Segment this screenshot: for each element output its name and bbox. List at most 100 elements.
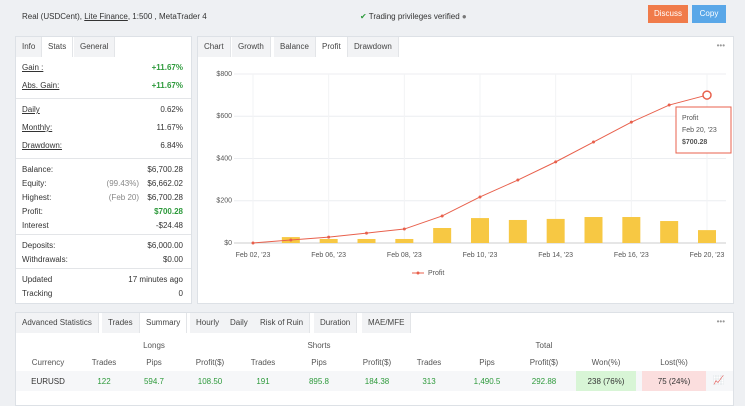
- table-cell: 292.88: [531, 377, 557, 386]
- check-icon: ✔: [360, 12, 367, 21]
- point: [289, 238, 293, 242]
- table-cell: 122: [97, 377, 111, 386]
- stat-note: (99.43%): [106, 179, 139, 188]
- tab[interactable]: MAE/MFE: [362, 313, 412, 333]
- column-header: Pips: [479, 358, 495, 367]
- table-cell: 108.50: [197, 377, 223, 386]
- tab[interactable]: Growth: [232, 37, 271, 57]
- group-header: Total: [535, 341, 553, 350]
- stat-row: Drawdown: 6.84%: [22, 139, 183, 152]
- stat-value: $0.00: [162, 255, 183, 264]
- tab[interactable]: Advanced Statistics: [16, 313, 99, 333]
- tab[interactable]: Summary: [140, 313, 188, 333]
- stat-value: $6,700.28: [147, 165, 183, 174]
- stat-value: 17 minutes ago: [128, 275, 183, 284]
- tooltip-value: $700.28: [682, 139, 707, 146]
- stat-label: Withdrawals:: [22, 255, 68, 264]
- y-tick-label: $400: [216, 155, 232, 162]
- separator: [16, 268, 191, 269]
- table-cell: EURUSD: [31, 377, 65, 386]
- stat-value: 0.62%: [160, 105, 183, 114]
- table-cell: 184.38: [364, 377, 390, 386]
- account-line: Real (USDCent), Lite Finance, 1:500 , Me…: [22, 12, 207, 21]
- stat-value: +11.67%: [151, 81, 183, 90]
- bar: [471, 218, 489, 243]
- chart-icon[interactable]: 📈: [713, 375, 725, 385]
- point: [478, 195, 482, 199]
- bar: [395, 238, 414, 243]
- bar: [660, 221, 679, 243]
- table-cell: 238 (76%): [587, 377, 625, 386]
- point: [592, 140, 595, 144]
- separator: [16, 234, 191, 235]
- legend-label: Profit: [428, 270, 444, 277]
- point: [251, 241, 255, 245]
- broker-link[interactable]: Lite Finance: [84, 12, 128, 21]
- stat-row: Updated 17 minutes ago: [22, 273, 183, 286]
- x-tick-label: Feb 16, '23: [614, 252, 649, 259]
- bar: [584, 217, 603, 243]
- menu-dots[interactable]: •••: [716, 317, 725, 326]
- tooltip-box: [675, 106, 732, 154]
- stat-label: Updated: [22, 275, 53, 284]
- tab[interactable]: General: [74, 37, 116, 57]
- bar: [698, 230, 716, 243]
- y-tick-label: $800: [216, 71, 232, 78]
- stat-row: Monthly: 11.67%: [22, 121, 183, 134]
- table-cell: 895.8: [308, 377, 330, 386]
- stats-panel: Info Stats General Gain : +11.67% Abs. Gain: +…: [15, 36, 192, 304]
- row-bg: [16, 371, 733, 391]
- stat-label: Drawdown:: [22, 141, 63, 150]
- stat-label: Interest: [22, 221, 49, 230]
- legend-marker: [416, 271, 420, 275]
- tab[interactable]: Profit: [316, 37, 348, 57]
- table-cell: 594.7: [143, 377, 165, 386]
- tab[interactable]: Hourly: [190, 313, 227, 333]
- tab[interactable]: Duration: [314, 313, 358, 333]
- tab[interactable]: Daily: [224, 313, 255, 333]
- column-header: Trades: [91, 358, 117, 367]
- stat-row: Profit: $700.28: [22, 205, 183, 218]
- stat-row: Abs. Gain: +11.67%: [22, 79, 183, 92]
- point: [440, 214, 444, 218]
- tab[interactable]: Trades: [102, 313, 140, 333]
- discuss-button[interactable]: Discuss: [648, 5, 688, 23]
- tab[interactable]: Stats: [42, 37, 74, 57]
- x-tick-label: Feb 06, '23: [311, 252, 346, 259]
- bar: [319, 238, 338, 243]
- column-header: Pips: [146, 358, 162, 367]
- tooltip-name: Profit: [682, 115, 698, 122]
- tab[interactable]: Risk of Ruin: [254, 313, 311, 333]
- x-tick-label: Feb 02, '23: [236, 252, 271, 259]
- stat-row: Interest -$24.48: [22, 219, 183, 232]
- stat-row: Highest: (Feb 20) $6,700.28: [22, 191, 183, 204]
- highlight: [702, 90, 712, 100]
- column-header: Won(%): [591, 358, 621, 367]
- tab[interactable]: Info: [16, 37, 43, 57]
- stat-label: Tracking: [22, 289, 53, 298]
- separator: [16, 158, 191, 159]
- y-tick-label: $200: [216, 198, 232, 205]
- tab[interactable]: Drawdown: [348, 37, 399, 57]
- tab[interactable]: Balance: [274, 37, 316, 57]
- chart: $0 $200 $400 $600 $800 Feb 02, '23 Feb 06, '23…: [216, 71, 732, 277]
- column-header: Profit($): [195, 358, 225, 367]
- verified-text: Trading privileges verified: [368, 12, 460, 21]
- point: [667, 103, 671, 107]
- stat-label: Deposits:: [22, 241, 56, 250]
- table-cell: 313: [422, 377, 436, 386]
- stat-label: Daily: [22, 105, 40, 114]
- column-header: Trades: [416, 358, 442, 367]
- column-header: Currency: [31, 358, 65, 367]
- stat-label: Highest:: [22, 193, 52, 202]
- tab[interactable]: Chart: [198, 37, 231, 57]
- copy-button[interactable]: Copy: [692, 5, 726, 23]
- stat-label: Monthly:: [22, 123, 53, 132]
- table-cell: 75 (24%): [657, 377, 691, 386]
- column-header: Profit($): [362, 358, 392, 367]
- menu-dots[interactable]: •••: [716, 41, 725, 50]
- stat-value: $6,700.28: [147, 193, 183, 202]
- stat-value: -$24.48: [155, 221, 183, 230]
- verified-line: ✔ Trading privileges verified ●: [360, 12, 467, 21]
